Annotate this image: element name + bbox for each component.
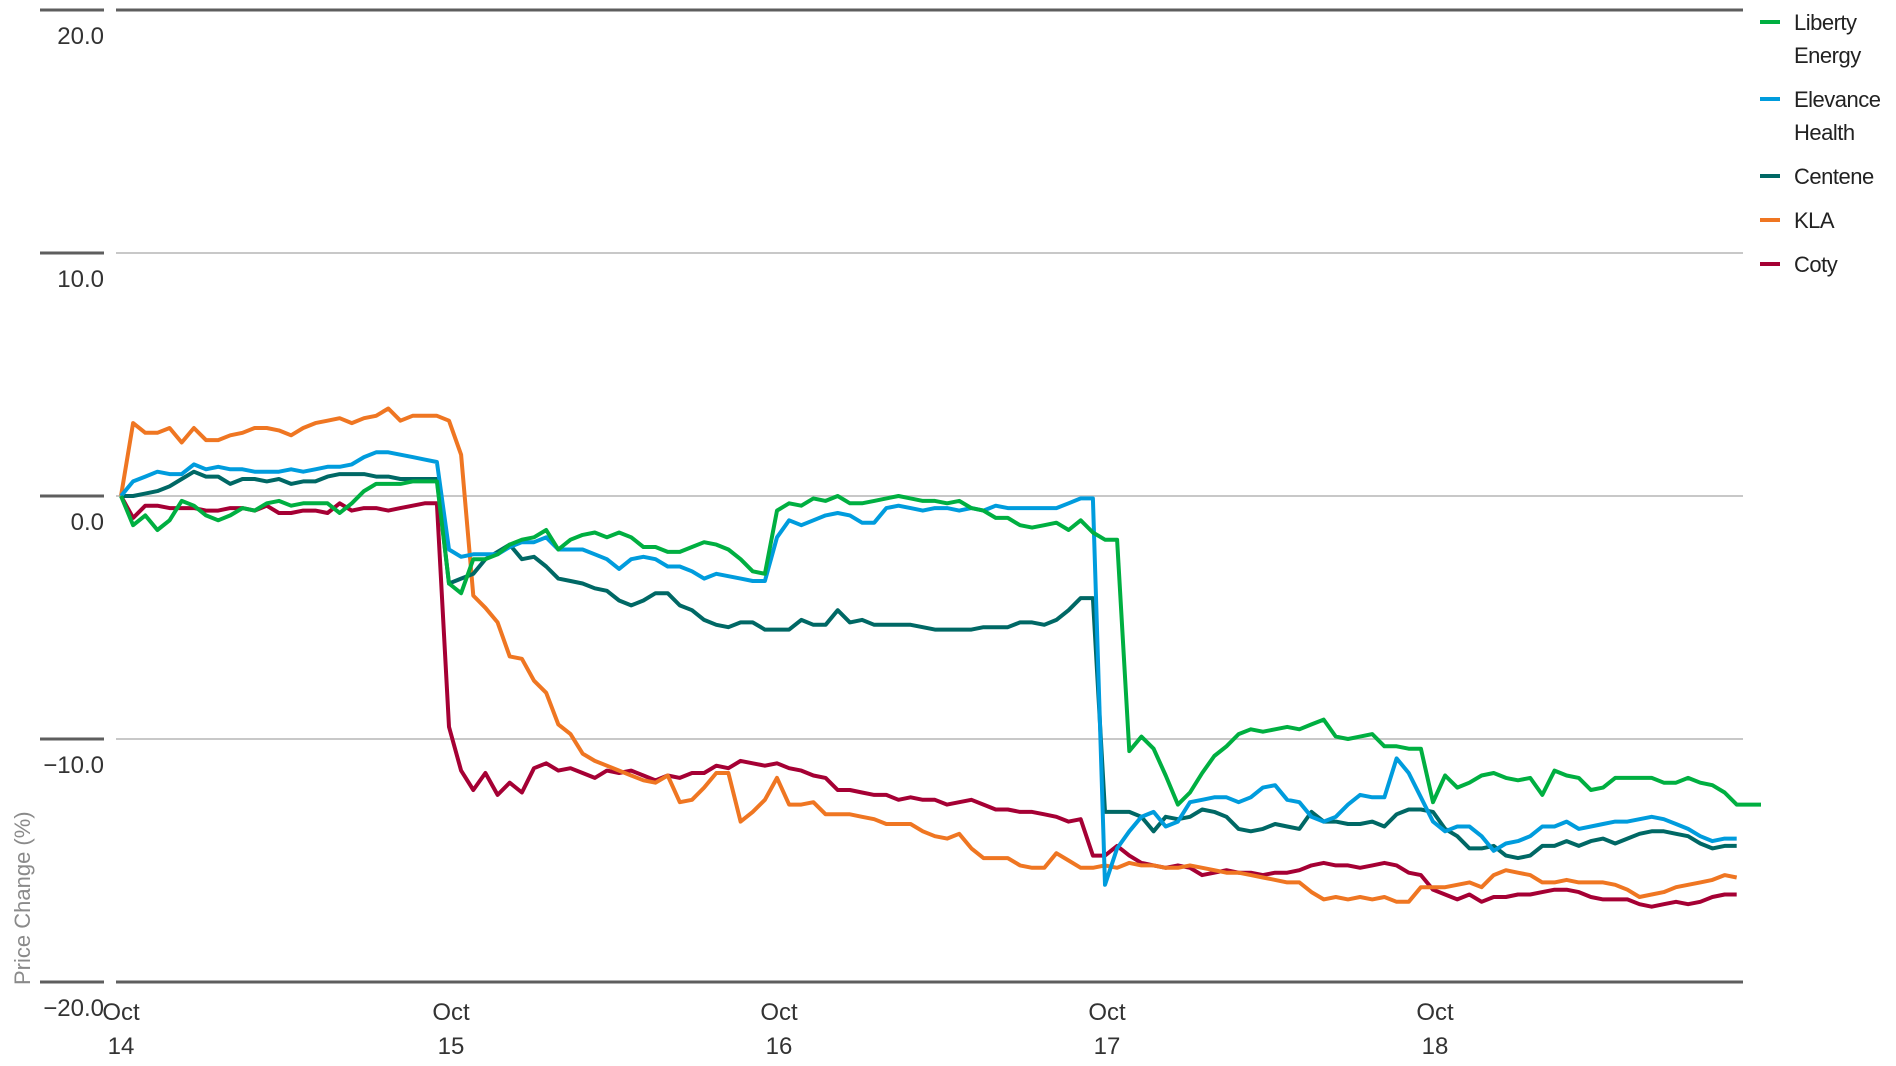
x-tick-label-month: Oct <box>102 999 140 1026</box>
x-axis-ticks: Oct 14 Oct 15 Oct 16 Oct 17 Oct 18 <box>102 999 1454 1060</box>
legend-swatch-icon <box>1760 218 1780 222</box>
y-axis-ticks: 20.0 10.0 0.0 −10.0 −20.0 <box>40 8 104 1022</box>
legend-swatch-icon <box>1760 20 1780 24</box>
legend-item-elevance-health[interactable]: Elevance Health <box>1760 83 1896 149</box>
legend-swatch-icon <box>1760 97 1780 101</box>
x-tick-label-day: 17 <box>1094 1033 1121 1060</box>
x-tick-label-day: 18 <box>1422 1033 1449 1060</box>
x-tick-label-month: Oct <box>1416 999 1454 1026</box>
series-line-liberty-energy <box>119 479 1761 807</box>
y-tick-label: 20.0 <box>57 23 104 50</box>
x-tick-label-month: Oct <box>432 999 470 1026</box>
gridlines <box>116 8 1743 984</box>
legend-item-liberty-energy[interactable]: Liberty Energy <box>1760 6 1896 72</box>
legend-label: Liberty Energy <box>1794 10 1861 68</box>
y-tick-label: −20.0 <box>43 995 104 1022</box>
y-tick-label: 10.0 <box>57 266 104 293</box>
series-line-elevance-health <box>119 450 1737 887</box>
legend: Liberty Energy Elevance Health Centene K… <box>1760 6 1896 292</box>
legend-label: Centene <box>1794 164 1874 189</box>
x-tick-label-day: 14 <box>108 1033 135 1060</box>
legend-swatch-icon <box>1760 262 1780 266</box>
legend-swatch-icon <box>1760 174 1780 178</box>
y-axis-title: Price Change (%) <box>10 811 35 985</box>
x-tick-label-day: 15 <box>438 1033 465 1060</box>
x-tick-label-month: Oct <box>1088 999 1126 1026</box>
y-tick-label: 0.0 <box>71 509 104 536</box>
y-tick-label: −10.0 <box>43 752 104 779</box>
x-tick-label-month: Oct <box>760 999 798 1026</box>
legend-label: Elevance Health <box>1794 87 1881 145</box>
x-tick-label-day: 16 <box>766 1033 793 1060</box>
legend-label: Coty <box>1794 252 1838 277</box>
legend-label: KLA <box>1794 208 1835 233</box>
legend-item-coty[interactable]: Coty <box>1760 248 1896 281</box>
legend-item-centene[interactable]: Centene <box>1760 160 1896 193</box>
series-line-kla <box>119 406 1738 904</box>
series-line-centene <box>121 469 1737 861</box>
series-line-coty <box>119 495 1737 909</box>
series-lines <box>119 406 1761 909</box>
legend-item-kla[interactable]: KLA <box>1760 204 1896 237</box>
